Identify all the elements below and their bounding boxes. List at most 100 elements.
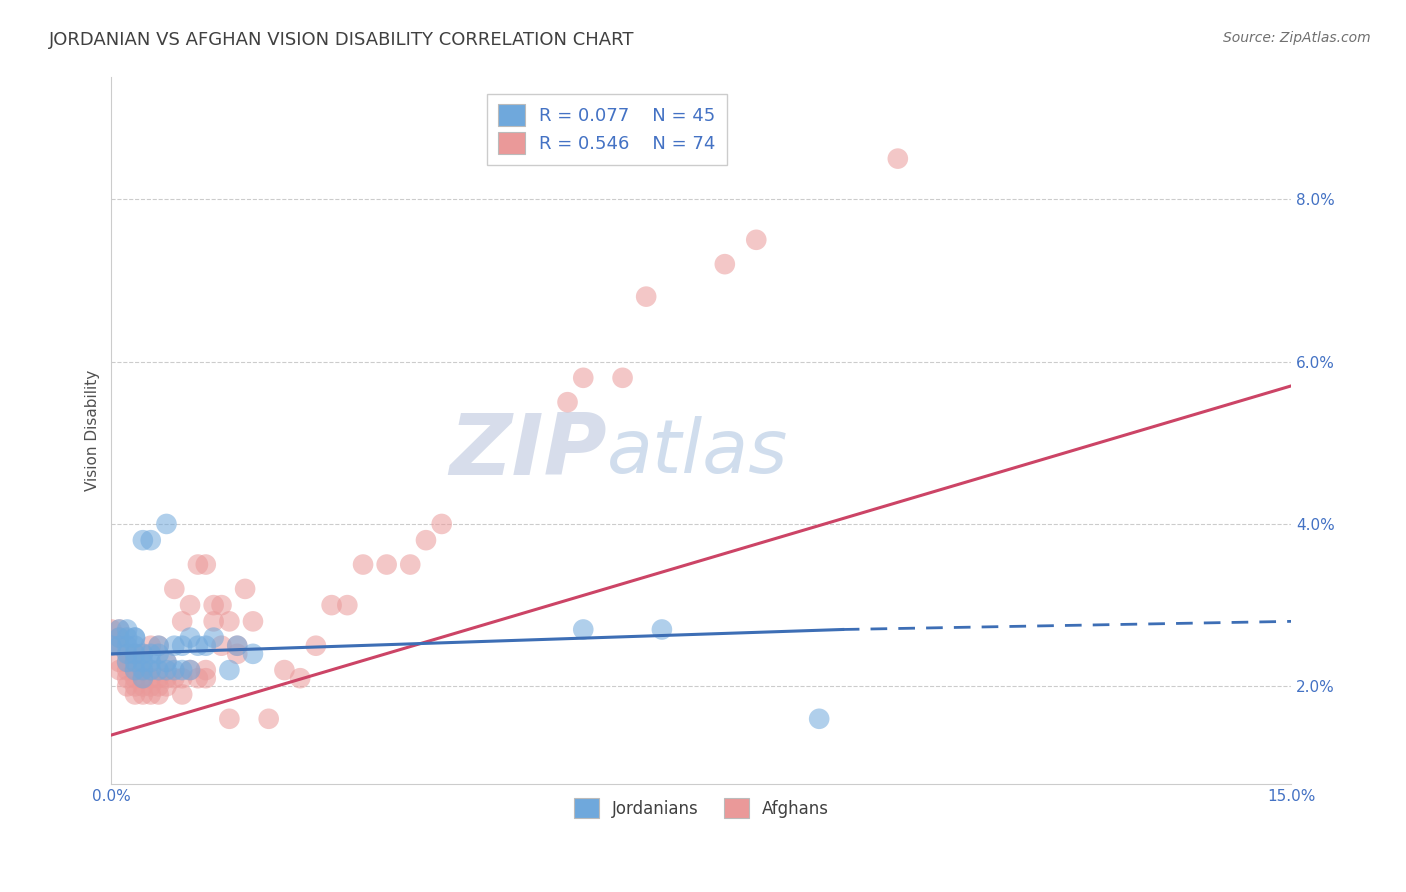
Point	[163, 582, 186, 596]
Point	[115, 655, 138, 669]
Point	[132, 655, 155, 669]
Point	[557, 395, 579, 409]
Point	[115, 647, 138, 661]
Point	[179, 631, 201, 645]
Point	[194, 558, 217, 572]
Point	[124, 655, 146, 669]
Point	[211, 598, 233, 612]
Legend: Jordanians, Afghans: Jordanians, Afghans	[567, 791, 835, 825]
Point	[139, 688, 162, 702]
Point	[375, 558, 398, 572]
Point	[155, 655, 177, 669]
Point	[124, 688, 146, 702]
Point	[115, 655, 138, 669]
Point	[194, 639, 217, 653]
Point	[115, 639, 138, 653]
Point	[108, 639, 131, 653]
Point	[163, 671, 186, 685]
Point	[132, 533, 155, 548]
Point	[179, 598, 201, 612]
Point	[132, 647, 155, 661]
Point	[233, 582, 256, 596]
Point	[415, 533, 437, 548]
Point	[148, 647, 170, 661]
Point	[572, 623, 595, 637]
Point	[124, 679, 146, 693]
Point	[194, 671, 217, 685]
Point	[148, 671, 170, 685]
Point	[202, 598, 225, 612]
Point	[124, 663, 146, 677]
Text: JORDANIAN VS AFGHAN VISION DISABILITY CORRELATION CHART: JORDANIAN VS AFGHAN VISION DISABILITY CO…	[49, 31, 634, 49]
Point	[155, 663, 177, 677]
Point	[124, 639, 146, 653]
Point	[194, 663, 217, 677]
Point	[124, 647, 146, 661]
Point	[305, 639, 328, 653]
Point	[887, 152, 910, 166]
Point	[100, 639, 122, 653]
Point	[155, 655, 177, 669]
Point	[808, 712, 831, 726]
Point	[155, 679, 177, 693]
Point	[163, 663, 186, 677]
Point	[132, 671, 155, 685]
Point	[336, 598, 359, 612]
Point	[242, 647, 264, 661]
Point	[132, 688, 155, 702]
Point	[172, 663, 194, 677]
Point	[211, 639, 233, 653]
Point	[139, 679, 162, 693]
Point	[218, 615, 240, 629]
Point	[714, 257, 737, 271]
Point	[172, 639, 194, 653]
Point	[651, 623, 673, 637]
Point	[108, 631, 131, 645]
Point	[172, 688, 194, 702]
Point	[132, 671, 155, 685]
Point	[202, 631, 225, 645]
Point	[148, 639, 170, 653]
Point	[139, 639, 162, 653]
Point	[187, 558, 209, 572]
Point	[139, 671, 162, 685]
Point	[108, 623, 131, 637]
Point	[612, 371, 634, 385]
Point	[139, 655, 162, 669]
Point	[139, 663, 162, 677]
Point	[187, 671, 209, 685]
Point	[124, 663, 146, 677]
Text: Source: ZipAtlas.com: Source: ZipAtlas.com	[1223, 31, 1371, 45]
Point	[100, 623, 122, 637]
Point	[572, 371, 595, 385]
Point	[273, 663, 295, 677]
Point	[218, 712, 240, 726]
Point	[115, 663, 138, 677]
Point	[172, 615, 194, 629]
Point	[115, 679, 138, 693]
Point	[179, 663, 201, 677]
Text: atlas: atlas	[607, 416, 789, 488]
Point	[218, 663, 240, 677]
Point	[187, 639, 209, 653]
Point	[352, 558, 374, 572]
Point	[242, 615, 264, 629]
Point	[124, 647, 146, 661]
Point	[163, 639, 186, 653]
Point	[100, 639, 122, 653]
Point	[108, 639, 131, 653]
Point	[399, 558, 422, 572]
Point	[148, 679, 170, 693]
Point	[226, 639, 249, 653]
Point	[115, 631, 138, 645]
Point	[636, 290, 658, 304]
Point	[124, 671, 146, 685]
Point	[124, 631, 146, 645]
Point	[115, 623, 138, 637]
Y-axis label: Vision Disability: Vision Disability	[86, 370, 100, 491]
Point	[108, 631, 131, 645]
Point	[155, 671, 177, 685]
Point	[172, 671, 194, 685]
Point	[148, 639, 170, 653]
Point	[288, 671, 311, 685]
